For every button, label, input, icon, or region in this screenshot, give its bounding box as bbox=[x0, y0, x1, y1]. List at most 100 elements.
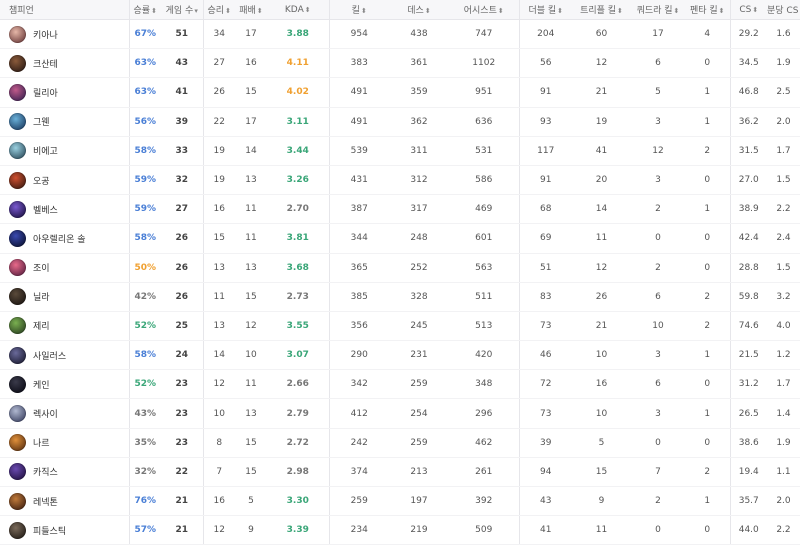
double-kills-cell: 91 bbox=[519, 77, 572, 108]
double-kills-cell: 73 bbox=[519, 311, 572, 342]
header-cs-per-min[interactable]: 분당 CS⬍ bbox=[767, 0, 800, 20]
header-kda[interactable]: KDA⬍ bbox=[267, 0, 330, 20]
champion-cell[interactable]: 나르 bbox=[0, 428, 130, 458]
table-row[interactable]: 나르 35% 23 8 15 2.72 242 259 462 39 5 0 0 38.6 1.9 bbox=[0, 428, 800, 458]
sort-icon: ⬍ bbox=[304, 5, 311, 14]
assists-cell: 601 bbox=[449, 223, 520, 254]
table-row[interactable]: 닐라 42% 26 11 15 2.73 385 328 511 83 26 6 2 59.8 3.2 bbox=[0, 282, 800, 312]
table-row[interactable]: 사일러스 58% 24 14 10 3.07 290 231 420 46 10 3 1 21.5 1.2 bbox=[0, 340, 800, 371]
losses-cell: 14 bbox=[235, 136, 267, 166]
champion-info: 사일러스 bbox=[0, 346, 129, 364]
table-row[interactable]: 피들스틱 57% 21 12 9 3.39 234 219 509 41 11 0 0 44.0 2.2 bbox=[0, 515, 800, 545]
winrate-cell: 58% bbox=[129, 340, 161, 371]
deaths-cell: 254 bbox=[389, 398, 449, 429]
header-cs[interactable]: CS⬍ bbox=[730, 0, 767, 20]
champion-name: 닐라 bbox=[33, 293, 50, 304]
champion-cell[interactable]: 릴리아 bbox=[0, 77, 130, 108]
quadra-kills-cell: 12 bbox=[631, 136, 685, 166]
champion-info: 비에고 bbox=[0, 142, 129, 160]
champion-info: 오공 bbox=[0, 171, 129, 189]
winrate-cell: 67% bbox=[129, 19, 161, 50]
triple-kills-cell: 19 bbox=[572, 107, 631, 137]
header-losses-label: 패배 bbox=[239, 6, 256, 16]
cs-per-min-cell: 2.0 bbox=[767, 486, 800, 517]
header-penta-kills[interactable]: 펜타 킬⬍ bbox=[685, 0, 731, 20]
kda-cell: 3.07 bbox=[267, 340, 330, 371]
header-deaths[interactable]: 데스⬍ bbox=[389, 0, 449, 20]
games-cell: 21 bbox=[161, 515, 204, 545]
header-assists[interactable]: 어시스트⬍ bbox=[449, 0, 520, 20]
champion-cell[interactable]: 카직스 bbox=[0, 457, 130, 488]
assists-cell: 261 bbox=[449, 457, 520, 488]
losses-cell: 15 bbox=[235, 282, 267, 312]
cs-cell: 26.5 bbox=[730, 398, 767, 429]
sort-icon: ⬍ bbox=[617, 7, 623, 15]
table-row[interactable]: 키아나 67% 51 34 17 3.88 954 438 747 204 60 17 4 29.2 1.6 bbox=[0, 19, 800, 50]
champion-cell[interactable]: 사일러스 bbox=[0, 340, 130, 371]
header-triple-kills[interactable]: 트리플 킬⬍ bbox=[572, 0, 631, 20]
champion-cell[interactable]: 조이 bbox=[0, 253, 130, 283]
champion-cell[interactable]: 벨베스 bbox=[0, 194, 130, 225]
double-kills-cell: 69 bbox=[519, 223, 572, 254]
champion-cell[interactable]: 렉사이 bbox=[0, 398, 130, 429]
winrate-cell: 42% bbox=[129, 282, 161, 312]
table-row[interactable]: 벨베스 59% 27 16 11 2.70 387 317 469 68 14 2 1 38.9 2.2 bbox=[0, 194, 800, 225]
champion-cell[interactable]: 크산테 bbox=[0, 48, 130, 79]
triple-kills-cell: 12 bbox=[572, 253, 631, 283]
header-games[interactable]: 게임 수▾ bbox=[161, 0, 204, 20]
header-winrate[interactable]: 승률⬍ bbox=[129, 0, 161, 20]
champion-cell[interactable]: 키아나 bbox=[0, 19, 130, 50]
table-row[interactable]: 그웬 56% 39 22 17 3.11 491 362 636 93 19 3 1 36.2 2.0 bbox=[0, 107, 800, 137]
champion-name: 크산테 bbox=[33, 59, 58, 70]
table-row[interactable]: 조이 50% 26 13 13 3.68 365 252 563 51 12 2 0 28.8 1.5 bbox=[0, 253, 800, 283]
champion-name: 릴리아 bbox=[33, 88, 58, 99]
table-row[interactable]: 릴리아 63% 41 26 15 4.02 491 359 951 91 21 5 1 46.8 2.5 bbox=[0, 77, 800, 108]
header-kills[interactable]: 킬⬍ bbox=[329, 0, 389, 20]
cs-per-min-cell: 2.2 bbox=[767, 194, 800, 225]
table-row[interactable]: 레넥톤 76% 21 16 5 3.30 259 197 392 43 9 2 1 35.7 2.0 bbox=[0, 486, 800, 517]
table-row[interactable]: 제리 52% 25 13 12 3.55 356 245 513 73 21 10 2 74.6 4.0 bbox=[0, 311, 800, 342]
champion-cell[interactable]: 케인 bbox=[0, 369, 130, 400]
table-row[interactable]: 카직스 32% 22 7 15 2.98 374 213 261 94 15 7 2 19.4 1.1 bbox=[0, 457, 800, 488]
triple-kills-cell: 11 bbox=[572, 515, 631, 545]
table-row[interactable]: 아우렐리온 솔 58% 26 15 11 3.81 344 248 601 69 11 0 0 42.4 2… bbox=[0, 223, 800, 254]
champion-cell[interactable]: 닐라 bbox=[0, 282, 130, 312]
champion-name: 제리 bbox=[33, 322, 50, 333]
champion-cell[interactable]: 제리 bbox=[0, 311, 130, 342]
header-double-kills[interactable]: 더블 킬⬍ bbox=[519, 0, 572, 20]
table-row[interactable]: 렉사이 43% 23 10 13 2.79 412 254 296 73 10 3 1 26.5 1.4 bbox=[0, 398, 800, 429]
table-row[interactable]: 크산테 63% 43 27 16 4.11 383 361 1102 56 12 6 0 34.5 1.9 bbox=[0, 48, 800, 79]
champion-name: 사일러스 bbox=[33, 351, 67, 362]
triple-kills-cell: 10 bbox=[572, 340, 631, 371]
games-cell: 43 bbox=[161, 48, 204, 79]
cs-per-min-cell: 3.2 bbox=[767, 282, 800, 312]
games-cell: 26 bbox=[161, 223, 204, 254]
champion-portrait-icon bbox=[9, 288, 26, 306]
cs-per-min-cell: 2.2 bbox=[767, 515, 800, 545]
triple-kills-cell: 5 bbox=[572, 428, 631, 458]
champion-cell[interactable]: 오공 bbox=[0, 165, 130, 196]
champion-portrait-icon bbox=[9, 492, 26, 510]
games-cell: 27 bbox=[161, 194, 204, 225]
deaths-cell: 317 bbox=[389, 194, 449, 225]
champion-cell[interactable]: 비에고 bbox=[0, 136, 130, 166]
quadra-kills-cell: 5 bbox=[631, 77, 685, 108]
table-row[interactable]: 비에고 58% 33 19 14 3.44 539 311 531 117 41 12 2 31.5 1.7 bbox=[0, 136, 800, 166]
champion-cell[interactable]: 아우렐리온 솔 bbox=[0, 223, 130, 254]
header-quadra-kills[interactable]: 쿼드라 킬⬍ bbox=[631, 0, 685, 20]
champion-portrait-icon bbox=[9, 229, 26, 247]
penta-kills-cell: 2 bbox=[685, 311, 731, 342]
losses-cell: 17 bbox=[235, 19, 267, 50]
header-losses[interactable]: 패배⬍ bbox=[235, 0, 267, 20]
kda-cell: 2.70 bbox=[267, 194, 330, 225]
champion-cell[interactable]: 그웬 bbox=[0, 107, 130, 137]
champion-cell[interactable]: 레넥톤 bbox=[0, 486, 130, 517]
cs-per-min-cell: 4.0 bbox=[767, 311, 800, 342]
table-row[interactable]: 케인 52% 23 12 11 2.66 342 259 348 72 16 6 0 31.2 1.7 bbox=[0, 369, 800, 400]
header-wins[interactable]: 승리⬍ bbox=[203, 0, 235, 20]
table-row[interactable]: 오공 59% 32 19 13 3.26 431 312 586 91 20 3 0 27.0 1.5 bbox=[0, 165, 800, 196]
cs-cell: 29.2 bbox=[730, 19, 767, 50]
champion-info: 레넥톤 bbox=[0, 492, 129, 510]
quadra-kills-cell: 2 bbox=[631, 486, 685, 517]
champion-cell[interactable]: 피들스틱 bbox=[0, 515, 130, 545]
